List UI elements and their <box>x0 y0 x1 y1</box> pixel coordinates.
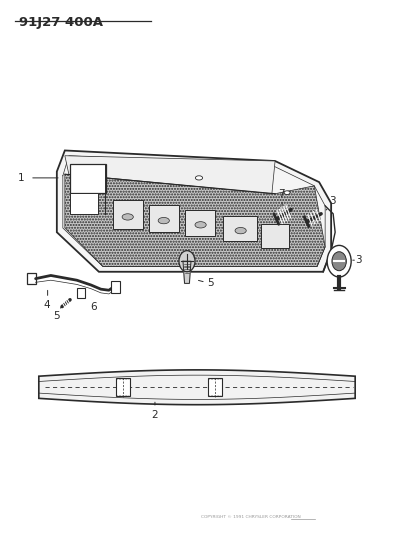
Circle shape <box>326 245 350 277</box>
Bar <box>77 288 85 298</box>
Text: 3: 3 <box>328 196 335 206</box>
Circle shape <box>331 252 345 271</box>
Bar <box>113 199 143 229</box>
Text: 5: 5 <box>207 278 213 288</box>
Bar <box>185 209 215 236</box>
Text: 4: 4 <box>43 300 50 310</box>
Ellipse shape <box>122 214 133 220</box>
Ellipse shape <box>158 217 169 224</box>
Polygon shape <box>183 261 190 284</box>
Text: 3: 3 <box>354 255 361 265</box>
Polygon shape <box>39 370 354 405</box>
Bar <box>27 273 36 285</box>
Text: 2: 2 <box>151 410 158 420</box>
Ellipse shape <box>194 222 206 228</box>
Text: 7: 7 <box>277 189 284 199</box>
Text: COPYRIGHT © 1991 CHRYSLER CORPORATION: COPYRIGHT © 1991 CHRYSLER CORPORATION <box>201 515 300 519</box>
Text: 91J27 400A: 91J27 400A <box>19 16 102 29</box>
Bar <box>149 205 179 232</box>
Text: 1: 1 <box>17 173 24 183</box>
Text: 6: 6 <box>90 302 96 312</box>
Ellipse shape <box>234 228 246 234</box>
Bar <box>70 164 106 192</box>
Ellipse shape <box>195 176 202 180</box>
Text: 5: 5 <box>53 311 60 321</box>
Polygon shape <box>57 150 330 272</box>
Bar <box>207 378 222 395</box>
Bar <box>115 378 130 395</box>
Polygon shape <box>65 174 324 266</box>
Bar <box>222 216 256 241</box>
Bar <box>111 281 119 293</box>
Ellipse shape <box>284 191 290 195</box>
Circle shape <box>179 251 194 272</box>
Bar <box>70 192 98 214</box>
Polygon shape <box>65 156 275 193</box>
Bar <box>260 224 288 248</box>
